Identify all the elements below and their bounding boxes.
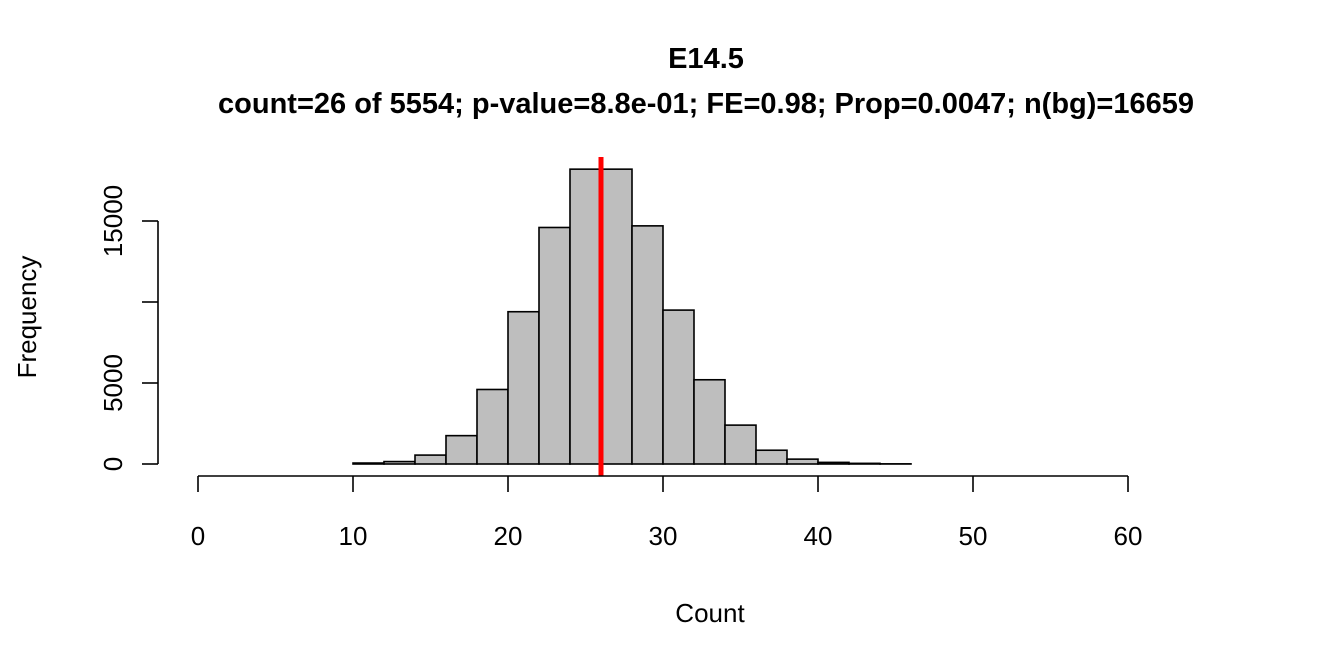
- histogram-bar: [786, 458, 819, 465]
- histogram-bars: [352, 168, 912, 465]
- x-tick-label: 30: [649, 521, 678, 551]
- histogram-bar: [693, 378, 726, 465]
- x-axis-label: Count: [675, 598, 745, 628]
- x-tick-label: 40: [804, 521, 833, 551]
- histogram-bar: [724, 424, 757, 465]
- chart-subtitle: count=26 of 5554; p-value=8.8e-01; FE=0.…: [218, 88, 1194, 120]
- histogram-bar: [662, 309, 695, 465]
- histogram-bar: [383, 460, 416, 465]
- histogram-bar: [817, 461, 850, 465]
- y-tick-label: 0: [98, 457, 128, 471]
- x-tick-label: 50: [959, 521, 988, 551]
- histogram-bar: [414, 454, 447, 465]
- histogram-bar: [600, 168, 633, 465]
- histogram-bar: [631, 225, 664, 465]
- y-axis-label: Frequency: [12, 256, 42, 379]
- histogram-bar: [476, 388, 509, 465]
- chart-title: E14.5: [668, 43, 744, 75]
- histogram-bar: [848, 462, 881, 465]
- y-tick-label: 15000: [98, 185, 128, 257]
- histogram-bar: [352, 462, 385, 465]
- x-tick-label: 20: [494, 521, 523, 551]
- x-axis: 0 10 20 30 40 50 60: [191, 475, 1143, 551]
- y-tick-label: 5000: [98, 354, 128, 412]
- x-tick-label: 60: [1114, 521, 1143, 551]
- x-tick-label: 0: [191, 521, 205, 551]
- histogram-bar: [445, 434, 478, 465]
- histogram-bar: [538, 226, 571, 465]
- histogram-bar: [569, 168, 602, 465]
- histogram-bar: [755, 449, 788, 465]
- x-tick-label: 10: [339, 521, 368, 551]
- y-axis: 0 5000 15000: [98, 185, 159, 471]
- histogram-bar: [507, 310, 540, 465]
